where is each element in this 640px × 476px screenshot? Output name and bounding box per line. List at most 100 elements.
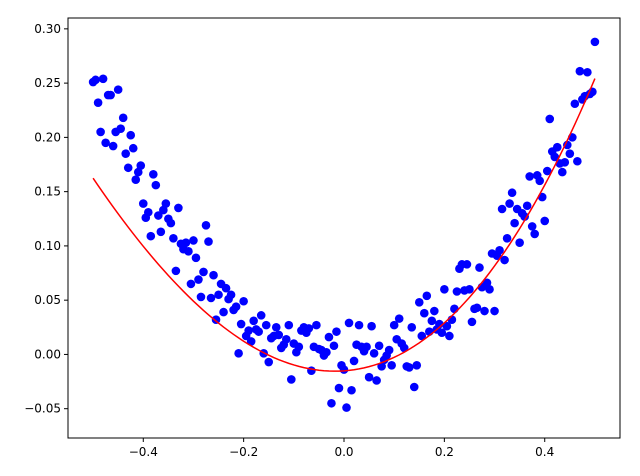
data-point [407,323,417,332]
x-tick-label: 0.0 [334,445,353,459]
data-point [507,188,517,198]
data-point [414,298,424,307]
data-point [527,222,537,231]
data-point [133,167,143,177]
y-tick-label: 0.20 [34,130,61,144]
data-point [113,85,123,94]
data-point [329,341,339,351]
data-point [106,90,115,100]
data-point [189,236,198,245]
data-point [151,180,161,190]
data-point [384,345,394,355]
data-point [256,311,266,320]
data-point [573,156,582,166]
data-point [354,320,364,330]
data-point [199,267,208,277]
y-tick-label: 0.10 [34,239,61,253]
data-point [186,279,196,289]
data-point [204,237,213,246]
plot-frame [67,17,621,439]
data-point [234,349,243,358]
data-point [118,113,128,123]
data-point [387,360,396,370]
data-point [284,320,294,330]
data-point [312,320,321,330]
x-axis-ticks: −0.4 −0.2 0.0 0.2 0.4 [129,438,554,459]
data-point [482,278,492,288]
data-point [194,275,203,284]
data-point [540,216,550,226]
data-point [294,342,304,352]
data-point [522,201,532,211]
data-point [467,317,477,327]
data-point [304,324,314,333]
data-point [412,360,422,370]
data-point [409,382,419,392]
data-point [108,141,118,151]
y-tick-label: −0.05 [24,402,61,416]
data-point [324,332,334,342]
data-point [552,142,562,152]
data-point [166,218,176,228]
x-tick-label: 0.4 [535,445,554,459]
data-point [450,304,459,314]
data-point [557,167,567,177]
data-point [515,238,524,247]
data-point [121,149,131,158]
data-point [362,342,371,352]
data-point [101,138,110,148]
data-point [590,37,600,47]
data-point [480,306,489,316]
data-point [565,149,575,158]
data-point [462,260,472,269]
data-point [287,375,296,384]
data-point [126,130,136,140]
data-point [394,314,404,323]
data-point [490,306,499,316]
data-point [369,349,379,358]
x-tick-label: −0.2 [229,445,258,459]
data-point [404,363,414,372]
data-point [332,327,341,336]
data-point [500,255,509,265]
data-point [334,383,344,393]
data-point [520,212,529,221]
data-point [138,199,148,208]
data-point [445,331,454,341]
y-tick-label: 0.25 [34,76,61,90]
data-point [417,331,427,341]
data-point [525,172,534,181]
data-point [374,341,384,351]
data-point [161,199,171,208]
data-point [399,343,409,353]
data-point [377,362,386,371]
data-point [495,245,504,255]
data-point [264,357,274,367]
data-point [209,270,218,280]
data-point [249,316,258,326]
data-point [372,376,381,385]
data-point [442,321,452,331]
data-point [560,158,570,167]
data-point [174,203,183,213]
data-point [583,67,592,77]
data-point [485,285,494,294]
data-point [575,66,585,76]
data-point [570,99,580,109]
x-tick-label: −0.4 [129,445,158,459]
data-point [440,285,449,294]
data-point [349,356,359,366]
data-point [254,327,263,336]
data-point [219,307,228,317]
data-point [236,319,246,329]
data-point [389,320,399,330]
data-point [422,291,432,301]
data-point [98,74,108,84]
data-point [472,303,482,313]
data-point [239,296,248,306]
data-point [131,175,141,185]
data-point [226,290,236,300]
data-point [156,227,166,237]
